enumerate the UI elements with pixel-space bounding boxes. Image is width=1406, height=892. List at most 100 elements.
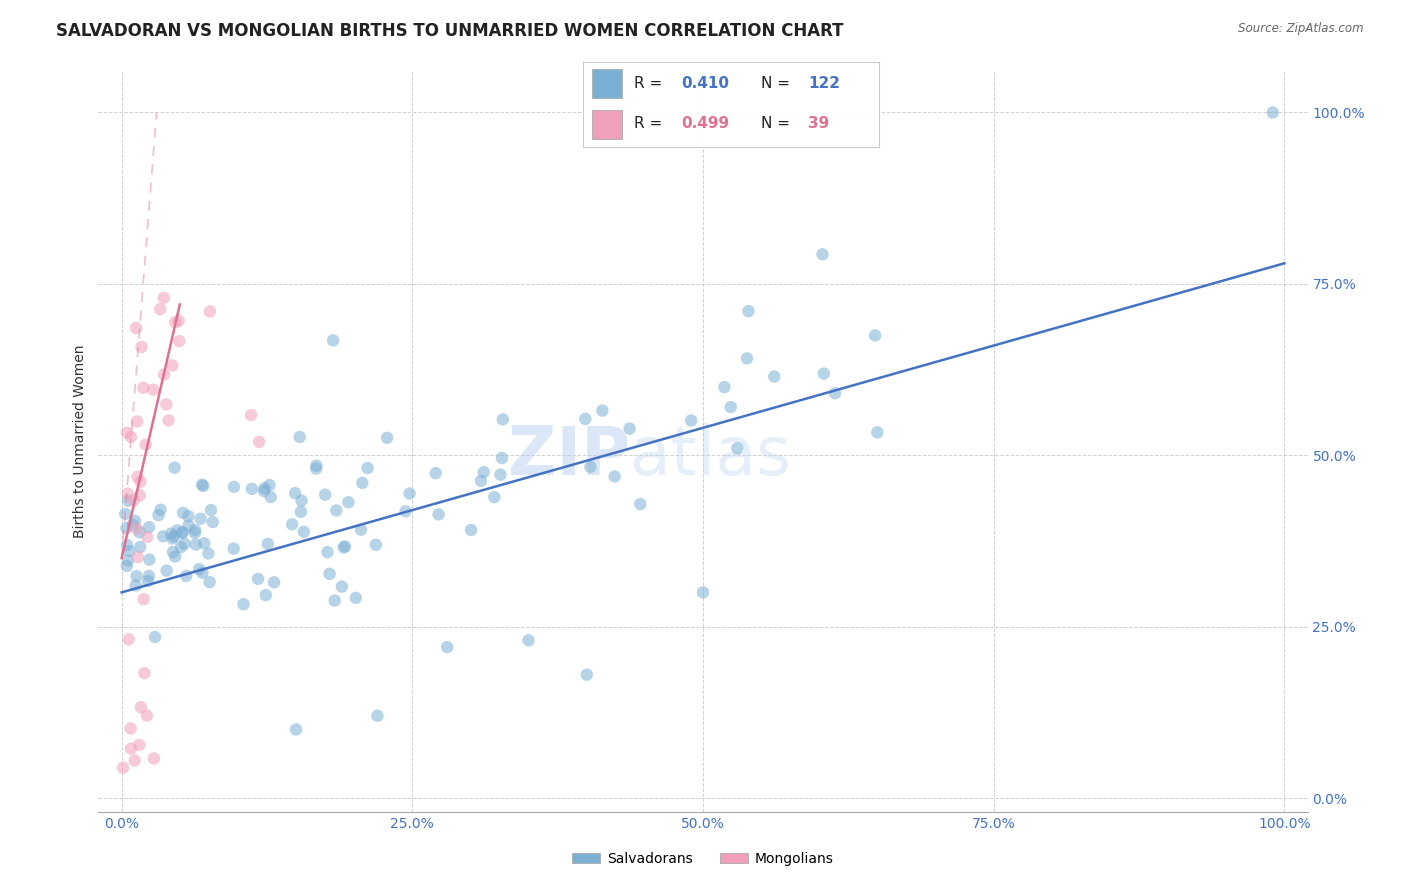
Point — [165, 315, 187, 329]
Point — [128, 525, 150, 540]
Point — [284, 486, 307, 500]
Point — [177, 509, 200, 524]
Point — [314, 488, 336, 502]
Point — [305, 458, 328, 473]
Point — [318, 566, 340, 581]
Point — [290, 505, 312, 519]
Point — [160, 526, 183, 541]
Point — [125, 414, 148, 428]
Point — [115, 558, 138, 573]
Text: atlas: atlas — [630, 424, 792, 490]
Point — [863, 328, 886, 343]
Point — [132, 381, 155, 395]
Point — [117, 493, 139, 508]
Point — [167, 314, 190, 328]
Point — [375, 431, 398, 445]
Point — [619, 422, 641, 436]
Point — [470, 474, 492, 488]
Point — [337, 495, 360, 509]
Point — [725, 441, 748, 455]
Text: SALVADORAN VS MONGOLIAN BIRTHS TO UNMARRIED WOMEN CORRELATION CHART: SALVADORAN VS MONGOLIAN BIRTHS TO UNMARR… — [56, 22, 844, 40]
FancyBboxPatch shape — [592, 110, 621, 139]
Point — [720, 400, 742, 414]
Point — [127, 469, 149, 483]
Point — [191, 477, 214, 491]
Point — [153, 368, 176, 382]
Point — [184, 523, 207, 537]
Point — [149, 502, 172, 516]
Point — [138, 520, 160, 534]
Point — [136, 530, 159, 544]
Point — [489, 467, 512, 482]
Text: Source: ZipAtlas.com: Source: ZipAtlas.com — [1239, 22, 1364, 36]
Point — [128, 488, 150, 502]
Point — [322, 334, 344, 348]
Point — [157, 413, 180, 427]
Point — [125, 569, 148, 583]
Point — [813, 367, 835, 381]
Point — [124, 514, 146, 528]
Point — [247, 434, 270, 449]
Point — [142, 383, 165, 397]
Text: N =: N = — [761, 116, 790, 131]
Point — [170, 540, 193, 554]
Point — [200, 503, 222, 517]
Point — [172, 525, 194, 540]
Point — [332, 541, 354, 555]
Point — [491, 450, 513, 465]
Text: 39: 39 — [808, 116, 830, 131]
Point — [398, 486, 420, 500]
Point — [292, 524, 315, 539]
Point — [260, 490, 283, 504]
Point — [240, 408, 263, 422]
Text: 0.410: 0.410 — [681, 76, 728, 91]
Point — [127, 549, 149, 564]
Point — [188, 562, 211, 576]
Point — [118, 544, 141, 558]
Point — [253, 483, 276, 498]
Point — [575, 667, 598, 681]
Point — [427, 508, 450, 522]
Point — [165, 549, 187, 564]
Point — [352, 475, 374, 490]
Point — [472, 465, 495, 479]
Point — [256, 537, 278, 551]
Point — [484, 490, 506, 504]
Text: ZIP: ZIP — [509, 424, 630, 490]
Point — [118, 632, 141, 647]
Point — [364, 538, 387, 552]
Point — [737, 304, 759, 318]
Point — [148, 508, 170, 523]
Point — [344, 591, 367, 605]
Point — [156, 564, 179, 578]
Point — [394, 504, 416, 518]
FancyBboxPatch shape — [592, 70, 621, 98]
Point — [142, 751, 165, 765]
Point — [167, 334, 190, 348]
Text: R =: R = — [634, 116, 662, 131]
Point — [190, 512, 212, 526]
Point — [763, 369, 786, 384]
Point — [579, 459, 602, 474]
Point — [323, 593, 346, 607]
Point — [366, 708, 388, 723]
Point — [692, 585, 714, 599]
Point — [125, 578, 148, 592]
Point — [517, 633, 540, 648]
Y-axis label: Births to Unmarried Women: Births to Unmarried Women — [73, 345, 87, 538]
Point — [125, 321, 148, 335]
Point — [628, 497, 651, 511]
Point — [163, 460, 186, 475]
Point — [193, 479, 215, 493]
Point — [121, 517, 143, 532]
Point — [425, 466, 447, 480]
Point — [247, 572, 270, 586]
Point — [184, 525, 207, 540]
Point — [281, 517, 304, 532]
Point — [172, 506, 194, 520]
Point — [240, 482, 263, 496]
Legend: Salvadorans, Mongolians: Salvadorans, Mongolians — [567, 847, 839, 871]
Point — [111, 761, 134, 775]
Point — [163, 529, 186, 543]
Point — [436, 640, 458, 655]
